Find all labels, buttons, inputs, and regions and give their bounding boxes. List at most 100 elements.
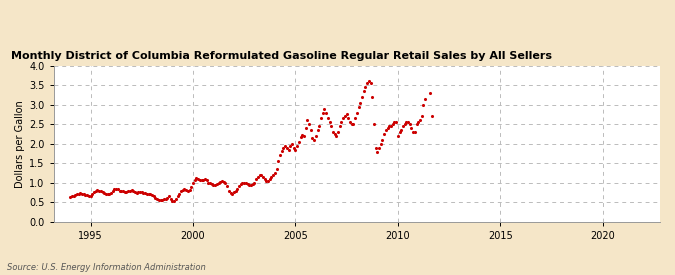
Point — [256, 173, 267, 177]
Point — [172, 194, 183, 199]
Point — [72, 192, 82, 197]
Point — [387, 122, 398, 127]
Point — [184, 188, 195, 192]
Point — [404, 122, 415, 127]
Point — [191, 176, 202, 180]
Point — [269, 171, 280, 175]
Point — [363, 79, 374, 84]
Point — [411, 122, 422, 127]
Point — [427, 114, 437, 119]
Point — [358, 89, 369, 93]
Point — [316, 116, 327, 120]
Point — [150, 195, 161, 200]
Point — [338, 116, 348, 120]
Point — [406, 126, 417, 130]
Point — [225, 191, 236, 196]
Point — [220, 180, 231, 185]
Point — [298, 134, 309, 138]
Point — [353, 104, 364, 109]
Point — [287, 142, 298, 146]
Point — [307, 136, 318, 140]
Point — [179, 187, 190, 192]
Point — [163, 194, 174, 199]
Point — [302, 118, 313, 122]
Point — [276, 148, 287, 153]
Point — [375, 142, 386, 146]
Point — [401, 120, 412, 125]
Point — [263, 178, 273, 183]
Point — [314, 124, 325, 128]
Point — [230, 188, 241, 193]
Point — [416, 114, 427, 119]
Point — [334, 124, 345, 128]
Point — [68, 193, 79, 198]
Point — [114, 188, 125, 193]
Point — [331, 134, 342, 138]
Text: Source: U.S. Energy Information Administration: Source: U.S. Energy Information Administ… — [7, 263, 205, 272]
Point — [413, 120, 424, 125]
Point — [333, 130, 344, 134]
Point — [113, 187, 124, 192]
Point — [162, 195, 173, 200]
Point — [200, 177, 211, 182]
Text: Monthly District of Columbia Reformulated Gasoline Regular Retail Sales by All S: Monthly District of Columbia Reformulate… — [11, 51, 552, 61]
Point — [104, 192, 115, 197]
Point — [237, 180, 248, 185]
Point — [250, 177, 261, 181]
Y-axis label: Dollars per Gallon: Dollars per Gallon — [15, 100, 25, 188]
Point — [297, 133, 308, 137]
Point — [135, 190, 146, 194]
Point — [234, 184, 244, 188]
Point — [273, 159, 284, 163]
Point — [385, 124, 396, 128]
Point — [213, 180, 224, 185]
Point — [208, 183, 219, 187]
Point — [249, 180, 260, 185]
Point — [365, 81, 376, 86]
Point — [275, 152, 286, 157]
Point — [352, 110, 362, 115]
Point — [247, 182, 258, 186]
Point — [324, 120, 335, 125]
Point — [203, 180, 214, 185]
Point — [143, 192, 154, 196]
Point — [310, 134, 321, 138]
Point — [66, 194, 77, 199]
Point — [176, 189, 186, 194]
Point — [396, 128, 406, 132]
Point — [123, 189, 134, 194]
Point — [258, 175, 269, 179]
Point — [119, 190, 130, 194]
Point — [340, 114, 350, 119]
Point — [345, 120, 356, 125]
Point — [131, 191, 142, 195]
Point — [305, 128, 316, 132]
Point — [153, 198, 164, 202]
Point — [198, 178, 209, 182]
Point — [418, 103, 429, 107]
Point — [178, 188, 188, 192]
Point — [350, 116, 360, 120]
Point — [403, 120, 414, 125]
Point — [370, 145, 381, 150]
Point — [360, 85, 371, 89]
Point — [189, 177, 200, 182]
Point — [367, 95, 377, 99]
Point — [70, 193, 80, 197]
Point — [160, 197, 171, 201]
Point — [221, 184, 232, 188]
Point — [102, 192, 113, 197]
Point — [362, 81, 373, 86]
Point — [392, 134, 403, 138]
Point — [399, 122, 410, 127]
Point — [244, 183, 254, 187]
Point — [246, 183, 256, 187]
Point — [348, 122, 359, 127]
Point — [240, 181, 251, 186]
Point — [106, 191, 117, 196]
Point — [414, 118, 425, 122]
Point — [239, 180, 250, 185]
Point — [207, 182, 217, 186]
Point — [174, 191, 185, 196]
Point — [73, 191, 84, 196]
